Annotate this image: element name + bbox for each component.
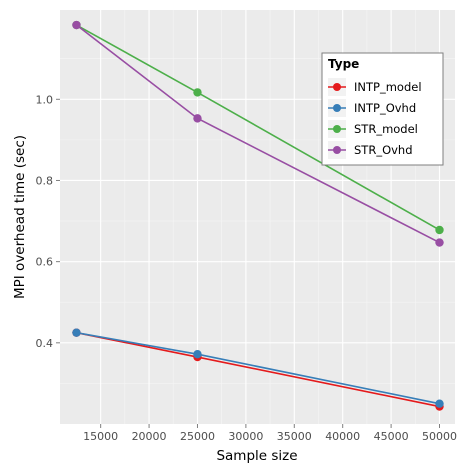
legend-items: INTP_model INTP_Ovhd STR_model STR_Ovhd <box>328 78 422 159</box>
legend-item-STR_model: STR_model <box>328 120 418 138</box>
data-point-STR_model <box>435 225 444 235</box>
legend-item-STR_Ovhd: STR_Ovhd <box>328 141 413 159</box>
data-point-INTP_Ovhd <box>193 349 202 359</box>
legend-key-point <box>333 146 341 154</box>
y-tick-label: 1.0 <box>36 93 54 106</box>
data-point-INTP_Ovhd <box>435 399 444 408</box>
legend-label: INTP_Ovhd <box>354 101 416 115</box>
data-point-STR_Ovhd <box>435 238 444 247</box>
x-tick-label: 15000 <box>83 430 118 443</box>
y-axis-title: MPI overhead time (sec) <box>12 135 28 299</box>
data-point-INTP_Ovhd <box>72 328 81 337</box>
legend-item-INTP_Ovhd: INTP_Ovhd <box>328 99 416 117</box>
legend-label: STR_model <box>354 122 418 136</box>
data-point-STR_Ovhd <box>193 114 202 123</box>
series-points <box>72 20 444 411</box>
y-tick-label: 0.8 <box>36 174 54 187</box>
legend-title: Type <box>328 57 359 71</box>
legend: Type INTP_model INTP_Ovhd STR_model STR_Ovh… <box>321 52 444 166</box>
legend-label: STR_Ovhd <box>354 143 413 157</box>
x-tick-label: 20000 <box>132 430 167 443</box>
x-tick-label: 40000 <box>325 430 360 443</box>
data-point-STR_Ovhd <box>72 20 81 30</box>
legend-key-point <box>333 125 341 133</box>
x-tick-label: 50000 <box>422 430 457 443</box>
data-point-STR_model <box>193 88 202 97</box>
legend-item-INTP_model: INTP_model <box>328 78 422 96</box>
y-tick-label: 0.6 <box>36 256 54 269</box>
legend-label: INTP_model <box>354 80 422 94</box>
legend-key-point <box>333 104 341 112</box>
y-axis-ticks: 0.4 0.6 0.8 1.0 <box>36 93 60 350</box>
legend-key-point <box>333 83 341 91</box>
x-axis-title: Sample size <box>216 448 297 464</box>
x-tick-label: 35000 <box>277 430 312 443</box>
y-tick-label: 0.4 <box>36 337 54 350</box>
x-tick-label: 45000 <box>374 430 409 443</box>
x-tick-label: 30000 <box>228 430 263 443</box>
x-tick-label: 25000 <box>180 430 215 443</box>
x-axis-ticks: 15000 20000 25000 30000 35000 40000 45000 50000 <box>83 424 457 443</box>
